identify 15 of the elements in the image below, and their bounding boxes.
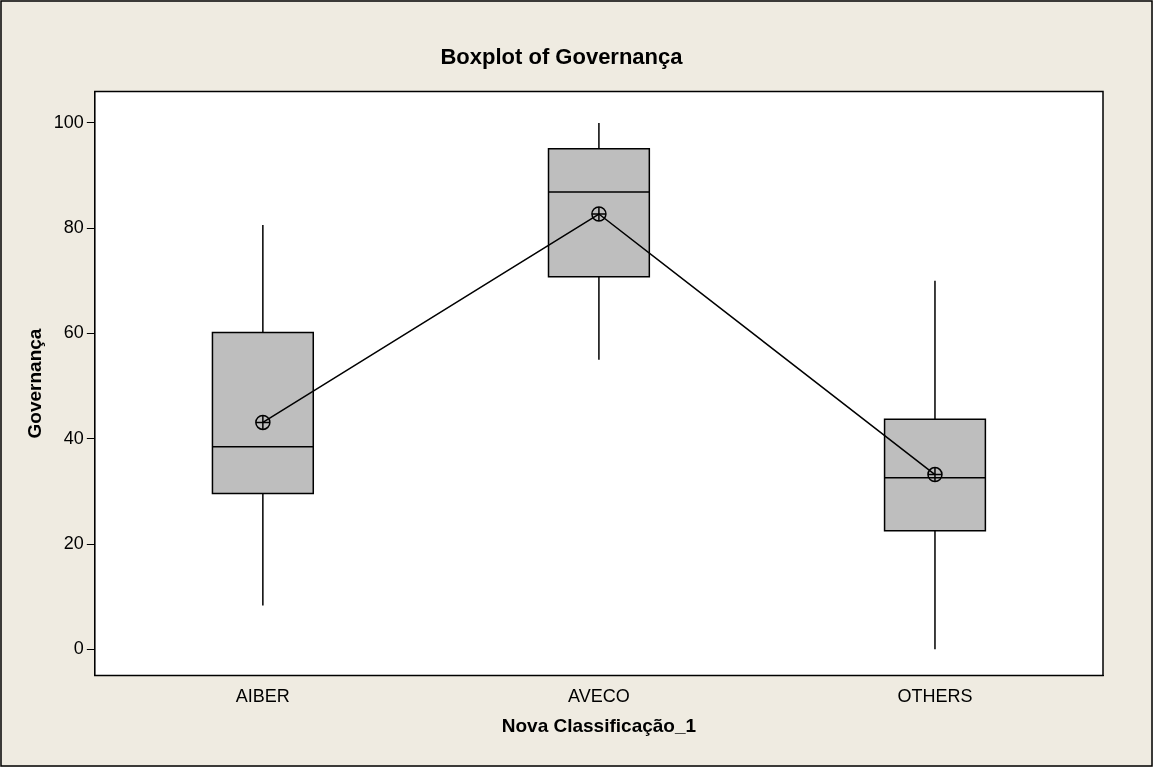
x-tick-label: AVECO [568, 686, 630, 707]
point [591, 206, 607, 222]
y-tick-label: 40 [63, 427, 84, 448]
y-tick-label: 0 [73, 638, 84, 659]
point [255, 414, 271, 431]
x-tick-label: AIBER [235, 686, 290, 707]
y-tick-label: 80 [63, 217, 84, 238]
y-tick-label: 100 [53, 111, 84, 132]
x-axis-title: Nova Classificação_1 [501, 714, 697, 736]
point [927, 466, 943, 483]
x-tick-label: OTHERS [897, 686, 973, 707]
y-tick-label: 60 [63, 322, 84, 343]
y-tick-label: 20 [63, 532, 84, 553]
chart-title: Boxplot of Governança [440, 44, 684, 70]
y-axis-title: Governança [23, 328, 45, 439]
